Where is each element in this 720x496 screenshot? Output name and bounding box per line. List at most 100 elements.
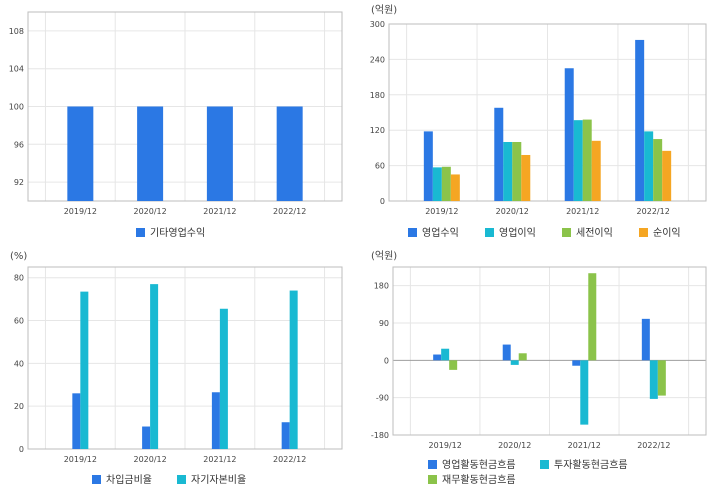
- legend-label: 영업수익: [422, 226, 459, 239]
- x-tick-label: 2021/12: [568, 441, 601, 450]
- legend-swatch: [408, 228, 417, 237]
- bar-영업수익[interactable]: [494, 107, 504, 201]
- bar-순이익[interactable]: [450, 174, 460, 201]
- x-tick-label: 2022/12: [637, 441, 670, 450]
- y-tick-label: 120: [370, 126, 385, 135]
- bar-투자활동현금흐름[interactable]: [510, 360, 519, 365]
- x-tick-label: 2019/12: [425, 207, 458, 216]
- legend-swatch: [428, 460, 437, 469]
- x-tick-label: 2022/12: [637, 207, 670, 216]
- chart-3: (%) 0 20 40 60 80 2019/12 2020/12 2021/12 2022/12…: [10, 251, 343, 486]
- bar-차입금비율[interactable]: [72, 393, 81, 449]
- y-tick-label: 108: [9, 27, 24, 36]
- bar-영업이익[interactable]: [503, 142, 513, 201]
- bar-영업수익[interactable]: [423, 131, 433, 201]
- x-tick-label: 2019/12: [429, 441, 462, 450]
- legend-swatch: [428, 475, 437, 484]
- bar-기타영업수익[interactable]: [67, 106, 94, 202]
- bar-순이익[interactable]: [591, 140, 601, 201]
- bar-세전이익[interactable]: [512, 142, 522, 201]
- y-tick-label: -180: [371, 431, 389, 440]
- x-tick-label: 2022/12: [273, 207, 306, 216]
- y-tick-label: 100: [9, 103, 24, 112]
- y-tick-label: 92: [14, 178, 24, 187]
- y-tick-label: 40: [14, 359, 24, 368]
- bar-자기자본비율[interactable]: [219, 308, 228, 449]
- bar-세전이익[interactable]: [582, 119, 592, 201]
- y-tick-label: 60: [375, 162, 385, 171]
- bar-세전이익[interactable]: [441, 166, 451, 201]
- bar-영업활동현금흐름[interactable]: [502, 344, 511, 361]
- x-tick-label: 2019/12: [64, 455, 97, 464]
- bar-차입금비율[interactable]: [281, 422, 290, 449]
- legend-label: 영업이익: [499, 226, 536, 239]
- bar-영업이익[interactable]: [573, 120, 583, 201]
- legend-label: 기타영업수익: [150, 226, 205, 239]
- legend-swatch: [177, 475, 186, 484]
- legend-label: 세전이익: [576, 227, 613, 239]
- x-tick-label: 2021/12: [203, 207, 236, 216]
- bar-영업활동현금흐름[interactable]: [433, 354, 442, 361]
- chart-2: (억원) 0 60 120 180 240 300 2019/12 2020/12 2021/12…: [370, 4, 707, 239]
- chart-unit-label: (%): [10, 251, 27, 262]
- y-tick-label: 60: [14, 317, 24, 326]
- x-tick-label: 2020/12: [133, 207, 166, 216]
- x-tick-label: 2020/12: [496, 207, 529, 216]
- legend-label: 투자활동현금흐름: [554, 458, 628, 471]
- y-tick-label: 180: [374, 282, 389, 291]
- bar-순이익[interactable]: [521, 154, 531, 201]
- bar-기타영업수익[interactable]: [206, 106, 233, 202]
- legend-label: 재무활동현금흐름: [442, 473, 516, 486]
- bar-영업이익[interactable]: [644, 131, 654, 201]
- legend-swatch: [540, 460, 549, 469]
- x-tick-label: 2020/12: [498, 441, 531, 450]
- bar-순이익[interactable]: [662, 150, 672, 201]
- legend-label: 차입금비율: [106, 473, 152, 486]
- bar-세전이익[interactable]: [653, 139, 663, 201]
- y-tick-label: 80: [14, 274, 24, 283]
- bar-영업이익[interactable]: [432, 167, 442, 201]
- bar-재무활동현금흐름[interactable]: [518, 353, 527, 361]
- x-tick-label: 2021/12: [203, 455, 236, 464]
- bar-영업활동현금흐름[interactable]: [641, 318, 650, 361]
- x-tick-label: 2020/12: [133, 455, 166, 464]
- x-tick-label: 2019/12: [64, 207, 97, 216]
- x-tick-label: 2022/12: [273, 455, 306, 464]
- bar-기타영업수익[interactable]: [137, 106, 164, 202]
- bar-투자활동현금흐름[interactable]: [649, 360, 658, 399]
- bar-차입금비율[interactable]: [211, 392, 220, 449]
- bar-재무활동현금흐름[interactable]: [449, 360, 458, 370]
- bar-차입금비율[interactable]: [142, 426, 151, 449]
- y-tick-label: -90: [376, 394, 389, 403]
- legend-label: 영업활동현금흐름: [442, 458, 516, 471]
- bar-재무활동현금흐름[interactable]: [657, 360, 666, 396]
- bar-기타영업수익[interactable]: [276, 106, 303, 202]
- legend-swatch: [639, 228, 648, 237]
- bar-영업수익[interactable]: [635, 39, 645, 202]
- y-tick-label: 240: [370, 55, 385, 64]
- y-tick-label: 0: [380, 197, 385, 206]
- bar-투자활동현금흐름[interactable]: [580, 360, 589, 425]
- bar-투자활동현금흐름[interactable]: [441, 348, 450, 361]
- y-tick-label: 96: [14, 140, 24, 149]
- y-tick-label: 0: [19, 445, 24, 454]
- bar-자기자본비율[interactable]: [289, 290, 298, 449]
- bar-재무활동현금흐름[interactable]: [588, 273, 597, 361]
- chart-unit-label: (억원): [371, 250, 397, 262]
- legend-label: 순이익: [653, 227, 681, 239]
- legend-swatch: [136, 228, 145, 237]
- x-tick-label: 2021/12: [566, 207, 599, 216]
- chart-unit-label: (억원): [371, 4, 397, 16]
- plot-frame: [27, 266, 343, 450]
- y-tick-label: 104: [9, 65, 24, 74]
- y-tick-label: 90: [379, 319, 389, 328]
- bar-자기자본비율[interactable]: [80, 291, 89, 449]
- legend-swatch: [562, 228, 571, 237]
- bar-영업활동현금흐름[interactable]: [572, 360, 581, 366]
- y-tick-label: 180: [370, 91, 385, 100]
- bar-영업수익[interactable]: [564, 68, 574, 201]
- chart-1: 92 96 100 104 108 2019/12 2020/12 2021/12 2022/1…: [9, 11, 343, 239]
- bar-자기자본비율[interactable]: [150, 284, 159, 449]
- legend-label: 자기자본비율: [191, 474, 246, 486]
